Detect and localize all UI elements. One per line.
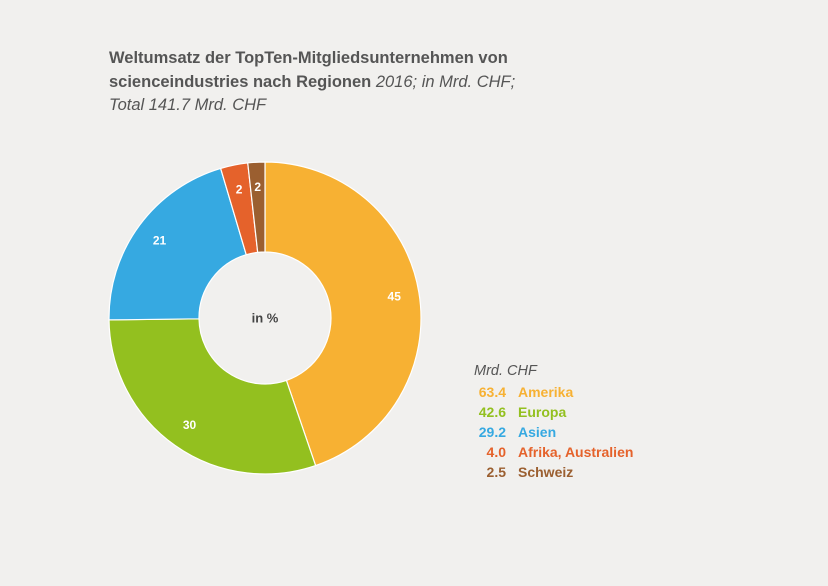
- legend: Mrd. CHF 63.4 Amerika 42.6 Europa 29.2 Asien 4…: [474, 361, 633, 482]
- legend-value: 29.2: [478, 424, 506, 440]
- legend-header: Mrd. CHF: [474, 363, 537, 379]
- slice-asien: [108, 167, 247, 321]
- center-label: in %: [252, 311, 279, 326]
- legend-label: Europa: [518, 404, 567, 420]
- donut-slices: [108, 161, 422, 475]
- legend-label: Asien: [518, 424, 557, 440]
- slice-label: 45: [388, 289, 402, 303]
- legend-row: 29.2 Asien: [474, 422, 633, 442]
- title-line-3: Total 141.7 Mrd. CHF: [109, 96, 267, 114]
- slice-label: 2: [236, 183, 243, 197]
- legend-label: Schweiz: [518, 464, 574, 480]
- legend-row: 2.5 Schweiz: [474, 462, 633, 482]
- legend-row: 4.0 Afrika, Australien: [474, 442, 634, 462]
- title-line-2-italic: 2016; in Mrd. CHF;: [375, 72, 516, 91]
- legend-value: 4.0: [486, 444, 506, 460]
- slice-label: 2: [254, 180, 261, 194]
- title-line-1: Weltumsatz der TopTen-Mitgliedsunternehm…: [109, 49, 508, 67]
- legend-row: 63.4 Amerika: [474, 382, 633, 402]
- legend-value: 63.4: [478, 384, 506, 400]
- legend-row: 42.6 Europa: [474, 402, 633, 422]
- legend-rows: 63.4 Amerika 42.6 Europa 29.2 Asien 4.0 Afrika,…: [474, 382, 634, 482]
- legend-value: 42.6: [478, 404, 506, 420]
- donut-slice-labels: 45 30 21 2 2: [153, 180, 401, 432]
- title-line-2-bold: scienceindustries nach Regionen: [109, 72, 376, 91]
- slice-europa: [108, 318, 317, 475]
- slice-label: 21: [153, 233, 167, 247]
- legend-label: Amerika: [518, 384, 574, 400]
- legend-value: 2.5: [486, 464, 506, 480]
- slice-label: 30: [183, 418, 197, 432]
- legend-label: Afrika, Australien: [518, 444, 634, 460]
- slice-schweiz: [247, 161, 266, 254]
- title-line-2: scienceindustries nach Regionen 2016; in…: [109, 71, 609, 95]
- slice-amerika: [264, 161, 422, 467]
- chart-title: Weltumsatz der TopTen-Mitgliedsunternehm…: [109, 47, 609, 118]
